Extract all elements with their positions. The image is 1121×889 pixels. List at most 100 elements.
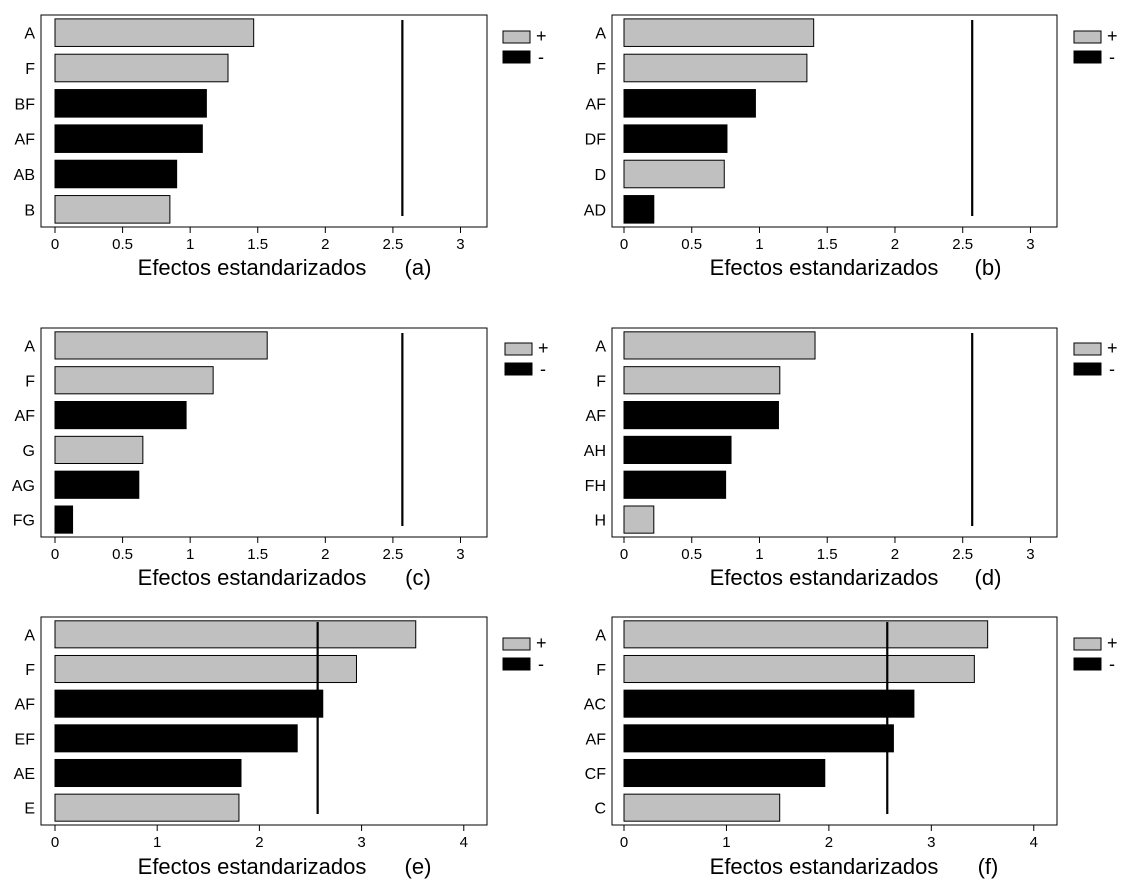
legend-label-positive: +: [1107, 633, 1118, 653]
legend-label-negative: -: [538, 654, 544, 674]
effect-bar: [54, 89, 207, 118]
category-label: B: [24, 202, 35, 219]
legend-swatch-positive: [1073, 30, 1102, 44]
x-tick-label: 0: [51, 236, 59, 253]
plot-frame: [611, 14, 1058, 228]
x-tick-label: 2: [891, 546, 899, 563]
panel-tag: (d): [975, 565, 1002, 590]
x-axis-label: Efectos estandarizados: [710, 255, 939, 280]
category-label: FH: [585, 478, 606, 495]
effect-bar: [54, 470, 140, 499]
x-axis-label: Efectos estandarizados: [138, 565, 367, 590]
category-label: AF: [586, 731, 607, 748]
category-label: CF: [585, 766, 607, 783]
category-label: AF: [15, 697, 36, 714]
x-tick-label: 1.5: [817, 546, 838, 563]
x-tick-label: 3: [456, 236, 464, 253]
legend-label-positive: +: [538, 338, 549, 358]
category-label: AF: [586, 96, 607, 113]
legend-swatch-positive: [504, 342, 533, 356]
effect-bar: [54, 758, 242, 788]
category-label: E: [24, 801, 35, 818]
effect-bar: [54, 366, 214, 395]
x-tick-label: 3: [1026, 546, 1034, 563]
effect-bar: [54, 620, 417, 649]
x-tick-label: 3: [456, 546, 464, 563]
x-axis-label: Efectos estandarizados: [138, 854, 367, 879]
effect-bar: [54, 331, 268, 360]
panel-tag: (f): [978, 854, 999, 879]
plot-frame: [611, 327, 1058, 538]
effect-bar: [623, 195, 655, 224]
panel-tag: (c): [405, 565, 431, 590]
legend-swatch-positive: [502, 637, 531, 651]
panel-tag: (b): [975, 255, 1002, 280]
x-tick-label: 0.5: [112, 546, 133, 563]
effect-bar: [623, 470, 727, 499]
legend-swatch-negative: [1073, 657, 1102, 671]
category-label: AC: [584, 697, 606, 714]
legend-label-negative: -: [540, 359, 546, 379]
x-tick-label: 2.5: [382, 546, 403, 563]
effect-bar: [623, 689, 915, 718]
category-label: A: [24, 338, 35, 355]
category-label: A: [24, 26, 35, 43]
category-label: DF: [585, 132, 607, 149]
plot-frame: [611, 616, 1058, 826]
x-tick-label: 1: [755, 546, 763, 563]
x-axis-label: Efectos estandarizados: [138, 255, 367, 280]
category-label: F: [25, 373, 35, 390]
category-label: AF: [586, 408, 607, 425]
effect-bar: [54, 400, 187, 430]
x-tick-label: 3: [1026, 236, 1034, 253]
category-label: F: [596, 61, 606, 78]
category-label: F: [25, 61, 35, 78]
effect-bar: [623, 331, 816, 360]
legend-swatch-positive: [1073, 637, 1102, 651]
legend-label-negative: -: [1109, 654, 1115, 674]
category-label: H: [594, 513, 606, 530]
category-label: AE: [14, 766, 35, 783]
legend-label-positive: +: [1107, 26, 1118, 46]
legend: +-: [504, 338, 549, 379]
effect-bar: [623, 724, 894, 753]
x-tick-label: 0: [620, 834, 628, 851]
effect-bar: [54, 159, 178, 189]
x-tick-label: 4: [1030, 834, 1038, 851]
effect-bar: [623, 159, 725, 189]
x-tick-label: 2: [321, 236, 329, 253]
x-tick-label: 1: [186, 546, 194, 563]
x-tick-label: 0.5: [681, 546, 702, 563]
x-tick-label: 0: [51, 834, 59, 851]
category-label: F: [25, 662, 35, 679]
legend-label-positive: +: [1107, 338, 1118, 358]
effect-bar: [623, 124, 728, 153]
category-label: A: [595, 338, 606, 355]
x-tick-label: 0: [620, 236, 628, 253]
category-label: G: [23, 443, 35, 460]
plot-frame: [40, 14, 488, 228]
legend-label-negative: -: [1109, 359, 1115, 379]
legend-label-positive: +: [536, 633, 547, 653]
effect-bar: [54, 505, 74, 534]
effect-bar: [623, 620, 989, 649]
category-label: AF: [15, 132, 36, 149]
x-tick-label: 1: [186, 236, 194, 253]
category-label: A: [595, 26, 606, 43]
x-tick-label: 4: [460, 834, 468, 851]
x-axis-label: Efectos estandarizados: [710, 854, 939, 879]
category-label: F: [596, 373, 606, 390]
category-label: A: [595, 627, 606, 644]
effect-bar: [623, 89, 756, 118]
legend: +-: [502, 26, 547, 67]
x-tick-label: 2: [825, 834, 833, 851]
category-label: EF: [15, 731, 36, 748]
legend-label-negative: -: [1109, 47, 1115, 67]
effect-bar: [54, 435, 144, 465]
x-tick-label: 2.5: [952, 236, 973, 253]
effect-bar: [623, 654, 975, 684]
